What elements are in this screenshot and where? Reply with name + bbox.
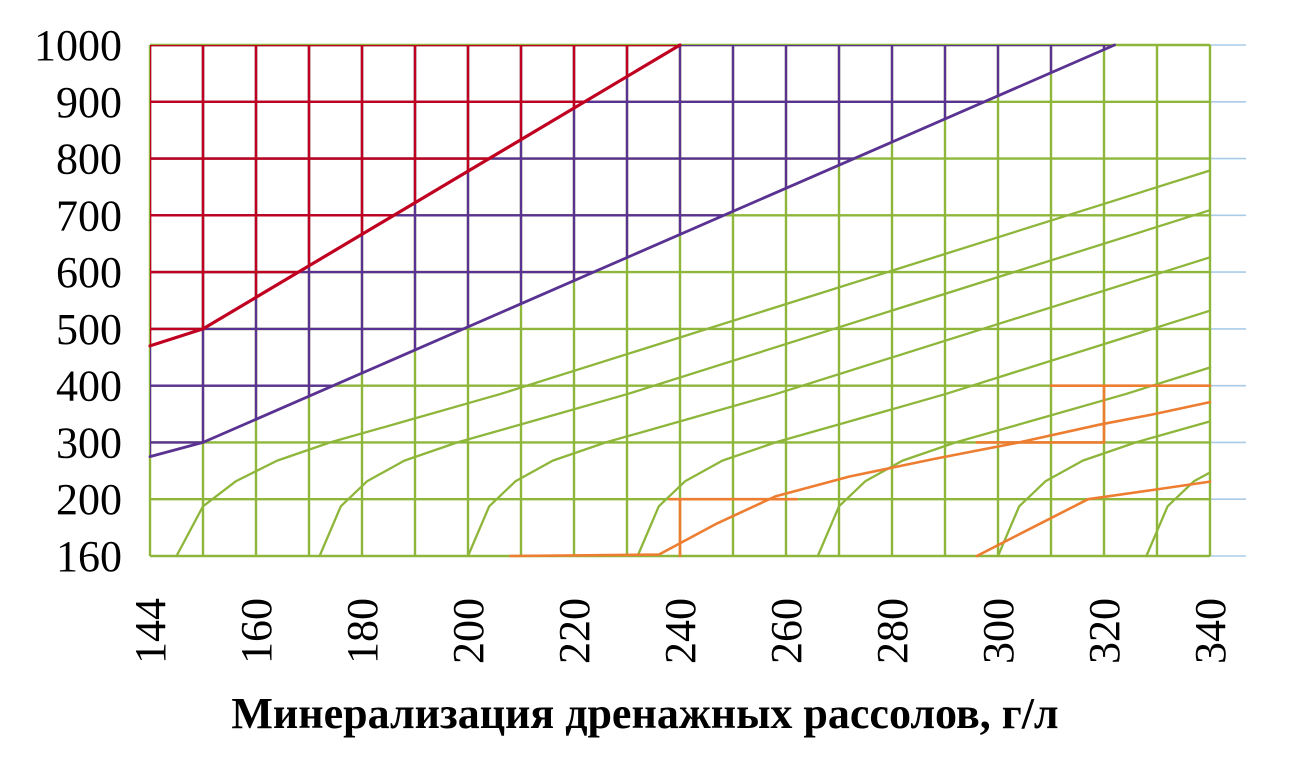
x-tick-label: 144 (126, 598, 175, 664)
y-tick-label: 300 (56, 418, 122, 467)
y-tick-label: 900 (56, 78, 122, 127)
green-curve (466, 256, 1212, 558)
y-tick-label: 1000 (34, 21, 122, 70)
y-tick-label: 600 (56, 248, 122, 297)
x-tick-label: 200 (444, 598, 493, 664)
orange-curve (509, 400, 1212, 558)
y-tick-label: 500 (56, 305, 122, 354)
x-tick-label: 160 (232, 598, 281, 664)
y-tick-label: 160 (56, 532, 122, 581)
boundary-line-violet (148, 43, 1116, 459)
x-axis-title: Минерализация дренажных рассолов, г/л (231, 689, 1058, 738)
green-curve (636, 309, 1212, 558)
x-tick-label: 320 (1080, 598, 1129, 664)
green-curve (996, 420, 1212, 558)
y-tick-label: 400 (56, 362, 122, 411)
x-tick-label: 260 (762, 598, 811, 664)
y-tick-label: 200 (56, 475, 122, 524)
green-curve (175, 169, 1212, 558)
y-tick-label: 800 (56, 135, 122, 184)
x-tick-label: 220 (550, 598, 599, 664)
orange-curve (975, 480, 1212, 558)
x-tick-label: 280 (868, 598, 917, 664)
y-tick-label: 700 (56, 191, 122, 240)
green-curve (318, 209, 1212, 558)
x-tick-label: 180 (338, 598, 387, 664)
x-tick-label: 240 (656, 598, 705, 664)
x-tick-label: 340 (1186, 598, 1235, 664)
green-curve (1145, 471, 1212, 558)
x-tick-label: 300 (974, 598, 1023, 664)
boundary-line-red (148, 43, 682, 348)
green-curve (816, 366, 1212, 558)
